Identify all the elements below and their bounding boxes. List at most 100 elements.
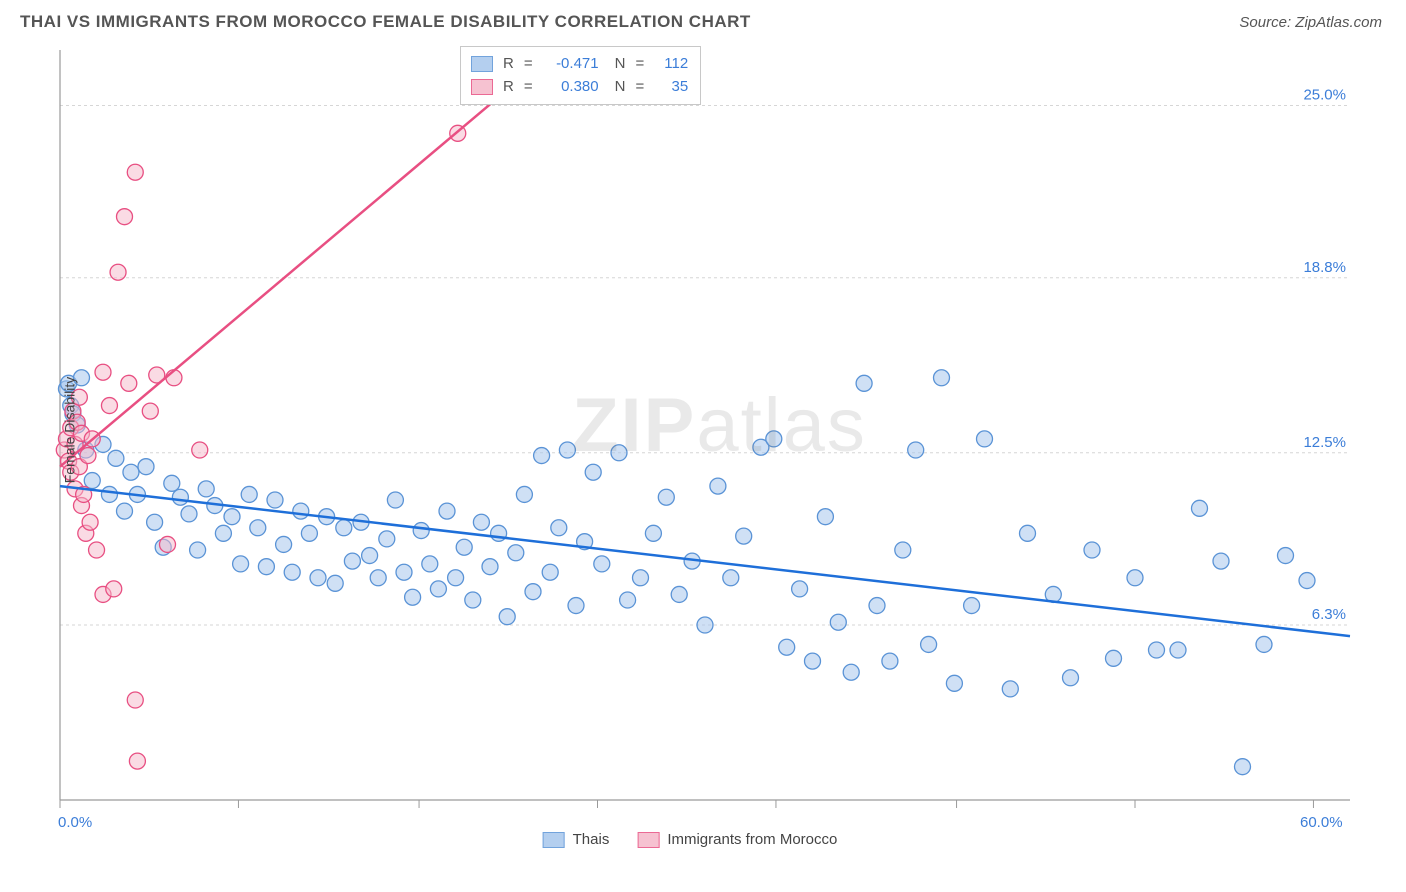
morocco-point [142,403,158,419]
thais-point [473,514,489,530]
thais-point [413,523,429,539]
thais-point [396,564,412,580]
thais-point [138,459,154,475]
thais-point [779,639,795,655]
thais-point [736,528,752,544]
thais-point [658,489,674,505]
morocco-point [106,581,122,597]
thais-point [723,570,739,586]
thais-point [516,486,532,502]
thais-point [766,431,782,447]
thais-point [448,570,464,586]
thais-point [301,525,317,541]
thais-point [456,539,472,555]
thais-point [241,486,257,502]
morocco-point [89,542,105,558]
thais-point [817,509,833,525]
stats-row-thais: R=-0.471N=112 [471,53,688,76]
thais-point [710,478,726,494]
legend-item-thais: Thais [543,831,610,848]
thais-point [276,536,292,552]
thais-point [1002,681,1018,697]
thais-point [559,442,575,458]
thais-point [805,653,821,669]
morocco-point [127,692,143,708]
morocco-point [160,536,176,552]
thais-point [250,520,266,536]
thais-point [430,581,446,597]
thais-point [1149,642,1165,658]
morocco-point [129,753,145,769]
thais-point [977,431,993,447]
thais-point [946,675,962,691]
legend-swatch [543,832,565,848]
legend-item-morocco: Immigrants from Morocco [637,831,837,848]
thais-point [594,556,610,572]
thais-point [1084,542,1100,558]
thais-trendline [60,486,1350,636]
thais-point [869,598,885,614]
thais-point [882,653,898,669]
thais-point [843,664,859,680]
thais-point [697,617,713,633]
morocco-point [192,442,208,458]
thais-point [336,520,352,536]
thais-point [671,586,687,602]
thais-point [344,553,360,569]
morocco-point [95,364,111,380]
thais-point [964,598,980,614]
legend-swatch [471,79,493,95]
source-attribution: Source: ZipAtlas.com [1239,14,1382,31]
thais-point [284,564,300,580]
thais-point [934,370,950,386]
thais-point [293,503,309,519]
thais-point [620,592,636,608]
y-gridline-label: 25.0% [1303,87,1346,104]
thais-point [921,636,937,652]
thais-point [1063,670,1079,686]
y-axis-label: Female Disability [61,377,77,484]
thais-point [525,584,541,600]
thais-point [499,609,515,625]
thais-point [1020,525,1036,541]
thais-point [123,464,139,480]
thais-point [1299,573,1315,589]
y-gridline-label: 18.8% [1303,259,1346,276]
thais-point [482,559,498,575]
morocco-point [117,209,133,225]
morocco-point [127,164,143,180]
thais-point [1127,570,1143,586]
series-legend: Thais Immigrants from Morocco [543,831,838,848]
thais-point [1213,553,1229,569]
thais-point [172,489,188,505]
morocco-trendline [60,50,555,467]
stats-legend: R=-0.471N=112R=0.380N=35 [460,46,701,105]
thais-point [215,525,231,541]
thais-point [585,464,601,480]
morocco-point [82,514,98,530]
legend-swatch [637,832,659,848]
thais-point [310,570,326,586]
thais-point [258,559,274,575]
thais-point [830,614,846,630]
thais-point [117,503,133,519]
morocco-point [121,375,137,391]
thais-point [327,575,343,591]
thais-point [387,492,403,508]
thais-point [439,503,455,519]
x-axis-min-label: 0.0% [58,814,92,831]
thais-point [1170,642,1186,658]
thais-point [568,598,584,614]
legend-label: Thais [573,831,610,848]
thais-point [108,450,124,466]
thais-point [164,475,180,491]
thais-point [181,506,197,522]
chart-container: Female Disability ZIPatlas 6.3%12.5%18.8… [20,40,1360,820]
morocco-point [80,448,96,464]
thais-point [233,556,249,572]
x-axis-max-label: 60.0% [1300,814,1343,831]
thais-point [379,531,395,547]
thais-point [856,375,872,391]
thais-point [633,570,649,586]
y-gridline-label: 6.3% [1312,606,1346,623]
